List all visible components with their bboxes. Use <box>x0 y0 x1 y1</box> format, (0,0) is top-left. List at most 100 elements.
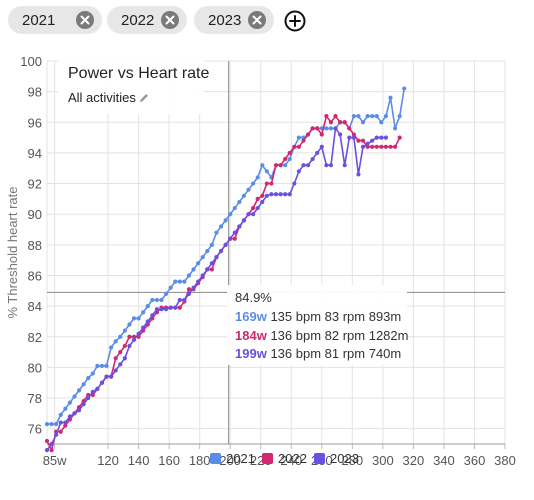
filter-chips: 2021 2022 2023 <box>0 6 534 36</box>
data-point <box>319 132 324 137</box>
data-point <box>127 343 132 349</box>
data-point <box>205 248 210 254</box>
data-point <box>209 267 214 272</box>
data-point <box>255 196 260 201</box>
legend-label-2022: 2022 <box>278 451 307 466</box>
x-tick-label: 140 <box>128 453 150 468</box>
data-point <box>186 291 192 296</box>
data-point <box>127 322 132 327</box>
data-point <box>278 163 283 168</box>
y-tick-label: 92 <box>28 177 42 192</box>
data-point <box>191 285 196 290</box>
data-point <box>191 267 196 272</box>
data-point <box>168 305 173 310</box>
y-tick-label: 90 <box>28 207 42 222</box>
data-point <box>186 273 192 278</box>
data-point <box>163 291 169 296</box>
data-point <box>374 135 379 140</box>
y-tick-label: 88 <box>28 238 42 253</box>
data-point <box>319 144 324 149</box>
data-point <box>154 297 160 303</box>
legend: 2021 2022 2023 <box>210 451 359 466</box>
pencil-icon[interactable] <box>138 91 150 103</box>
data-point <box>255 205 260 211</box>
data-point <box>351 132 356 137</box>
data-point <box>324 114 329 119</box>
data-point <box>370 114 375 119</box>
add-filter-plus-circle-icon[interactable] <box>283 9 307 33</box>
data-point <box>356 138 361 143</box>
data-point <box>118 362 123 367</box>
tooltip-value: 84.9% <box>235 290 272 305</box>
y-tick-label: 82 <box>28 330 42 345</box>
x-tick-label: 240 <box>280 453 302 468</box>
data-point <box>241 218 247 223</box>
data-point <box>49 441 54 447</box>
axis-layer: 76 78 80 82 84 86 88 90 92 94 96 98 100 85w 120 140 160 1… <box>5 54 516 468</box>
data-point <box>104 363 109 368</box>
data-point <box>296 144 301 149</box>
data-point <box>338 120 343 125</box>
data-point <box>251 212 256 217</box>
data-point <box>54 432 59 437</box>
data-point <box>356 114 361 119</box>
data-point <box>232 236 237 241</box>
data-point <box>305 132 311 137</box>
filter-chip-2022[interactable]: 2022 <box>107 6 187 34</box>
data-point <box>209 242 214 247</box>
data-point <box>67 400 72 405</box>
data-point <box>392 144 398 149</box>
filter-chip-label: 2023 <box>208 12 242 29</box>
close-icon[interactable] <box>161 11 179 29</box>
data-point <box>237 224 242 229</box>
legend-swatch-2022 <box>262 453 273 464</box>
filter-chip-2021[interactable]: 2021 <box>8 6 102 34</box>
data-point <box>113 339 118 344</box>
data-point <box>264 193 269 198</box>
data-point <box>122 328 127 333</box>
filter-chip-2023[interactable]: 2023 <box>194 6 274 34</box>
data-point <box>241 193 247 198</box>
series-2023 <box>44 126 389 453</box>
chart-tooltip: 84.9% 169w 135 bpm 83 rpm 893m 184w 136 … <box>227 285 408 365</box>
data-point <box>127 334 132 339</box>
y-tick-label: 94 <box>28 146 42 161</box>
data-point <box>324 126 329 131</box>
data-point <box>237 199 242 205</box>
data-point <box>305 163 311 168</box>
series-2022 <box>44 114 402 453</box>
data-point <box>67 414 72 419</box>
data-point <box>283 163 288 168</box>
data-point <box>374 114 379 119</box>
y-tick-label: 100 <box>20 54 42 69</box>
data-point <box>214 254 219 260</box>
activity-filter-label[interactable]: All activities <box>68 90 136 105</box>
data-point <box>287 150 292 156</box>
data-point <box>228 212 233 217</box>
data-point <box>113 368 118 373</box>
data-point <box>76 388 82 393</box>
close-icon[interactable] <box>76 11 94 29</box>
data-point <box>342 120 347 125</box>
data-point <box>338 132 343 137</box>
data-point <box>370 144 375 149</box>
data-point <box>44 421 50 427</box>
tooltip-row-2022: 184w 136 bpm 82 rpm 1282m <box>235 327 408 346</box>
data-point <box>370 138 375 143</box>
close-icon[interactable] <box>248 11 266 29</box>
x-tick-label: 120 <box>97 453 119 468</box>
data-point <box>287 156 292 162</box>
data-point <box>86 395 91 401</box>
data-point <box>324 163 329 168</box>
data-point <box>104 374 109 379</box>
data-point <box>360 138 366 143</box>
y-tick-label: 78 <box>28 391 42 406</box>
data-point <box>315 126 320 131</box>
data-point <box>182 279 187 284</box>
legend-label-2021: 2021 <box>226 451 255 466</box>
tooltip-details: 135 bpm 83 rpm 893m <box>270 309 402 324</box>
filter-chip-label: 2021 <box>22 12 56 29</box>
x-tick-label: 300 <box>372 453 394 468</box>
y-tick-label: 96 <box>28 115 42 130</box>
data-point <box>209 261 214 266</box>
